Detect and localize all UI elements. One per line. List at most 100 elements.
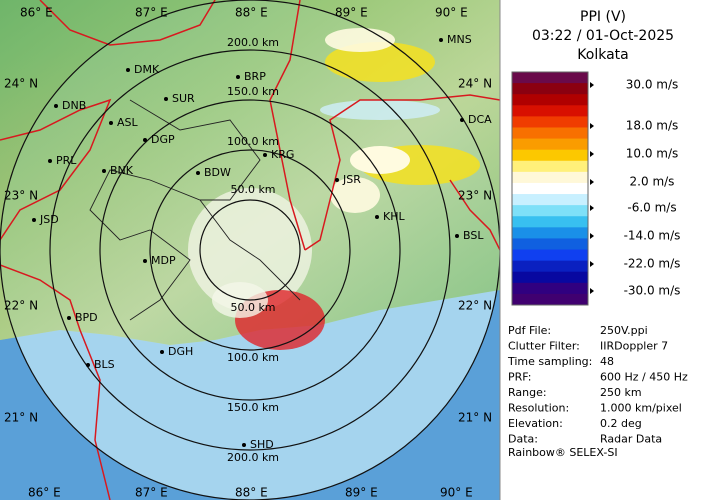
- city-dot: [439, 38, 443, 42]
- city-dot: [67, 316, 71, 320]
- latitude-label: 23° N: [4, 189, 38, 203]
- city-label: MDP: [151, 254, 176, 267]
- range-label: 100.0 km: [227, 351, 279, 364]
- info-value: 250 km: [600, 386, 642, 399]
- longitude-label: 90° E: [435, 6, 468, 20]
- colorbar-segment: [512, 149, 588, 162]
- colorbar-segment: [512, 182, 588, 195]
- colorbar-segment: [512, 216, 588, 228]
- latitude-label: 24° N: [4, 77, 38, 91]
- info-value: 0.2 deg: [600, 417, 642, 430]
- latitude-label: 24° N: [458, 77, 492, 91]
- latitude-label: 22° N: [458, 299, 492, 313]
- city-dot: [460, 118, 464, 122]
- city-dot: [54, 104, 58, 108]
- scale-arrow: [590, 288, 594, 294]
- city-label: SUR: [172, 92, 195, 105]
- range-label: 150.0 km: [227, 85, 279, 98]
- info-label: PRF:: [508, 371, 531, 384]
- colorbar-segment: [512, 227, 588, 239]
- colorbar-segment: [512, 160, 588, 173]
- longitude-label: 88° E: [235, 486, 268, 500]
- panel-title: PPI (V): [580, 9, 626, 25]
- colorbar-segment: [512, 127, 588, 140]
- colorbar-segment: [512, 249, 588, 262]
- city-dot: [143, 138, 147, 142]
- range-label: 200.0 km: [227, 36, 279, 49]
- colorbar-frame: [511, 71, 589, 306]
- info-label: Clutter Filter:: [508, 340, 580, 353]
- scale-arrow: [590, 261, 594, 267]
- colorbar-segment: [512, 205, 588, 217]
- longitude-label: 86° E: [20, 6, 53, 20]
- info-value: 600 Hz / 450 Hz: [600, 371, 688, 384]
- city-label: BNK: [110, 164, 134, 177]
- colorbar-segment: [512, 116, 588, 128]
- city-dot: [455, 234, 459, 238]
- scale-label: 30.0 m/s: [626, 78, 679, 92]
- city-label: ASL: [117, 116, 139, 129]
- city-dot: [86, 363, 90, 367]
- colorbar-segment: [512, 138, 588, 151]
- city-dot: [196, 171, 200, 175]
- city-label: DGP: [151, 133, 175, 146]
- colorbar-segment: [512, 238, 588, 251]
- latitude-label: 23° N: [458, 189, 492, 203]
- panel-time: 03:22 / 01-Oct-2025: [532, 28, 674, 44]
- scale-arrow: [590, 123, 594, 129]
- city-label: BSL: [463, 229, 484, 242]
- scale-arrow: [590, 151, 594, 157]
- city-dot: [263, 153, 267, 157]
- latitude-label: 22° N: [4, 299, 38, 313]
- scale-label: -6.0 m/s: [627, 201, 676, 215]
- info-label: Pdf File:: [508, 324, 551, 337]
- city-dot: [102, 169, 106, 173]
- info-label: Resolution:: [508, 402, 569, 415]
- velocity-colorbar: [511, 71, 589, 306]
- info-value: Radar Data: [600, 433, 662, 446]
- city-label: DMK: [134, 63, 160, 76]
- colorbar-segment: [512, 72, 588, 84]
- longitude-label: 87° E: [135, 486, 168, 500]
- scale-arrow: [590, 82, 594, 88]
- info-value: 1.000 km/pixel: [600, 402, 682, 415]
- scale-label: 18.0 m/s: [626, 119, 679, 133]
- latitude-label: 21° N: [458, 411, 492, 425]
- longitude-label: 86° E: [28, 486, 61, 500]
- info-label: Time sampling:: [507, 355, 592, 368]
- city-label: MNS: [447, 33, 472, 46]
- city-label: BRP: [244, 70, 266, 83]
- city-label: KRG: [271, 148, 294, 161]
- colorbar-segment: [512, 271, 588, 284]
- info-value: IIRDoppler 7: [600, 340, 668, 353]
- longitude-label: 89° E: [335, 6, 368, 20]
- panel-station: Kolkata: [577, 47, 628, 63]
- footer: Rainbow® SELEX-SI: [508, 446, 618, 459]
- range-label: 200.0 km: [227, 451, 279, 464]
- colorbar-segment: [512, 83, 588, 95]
- scale-arrow: [590, 205, 594, 211]
- city-dot: [126, 68, 130, 72]
- range-label: 50.0 km: [230, 183, 275, 196]
- city-dot: [375, 215, 379, 219]
- info-label: Elevation:: [508, 417, 563, 430]
- city-label: BDW: [204, 166, 231, 179]
- city-label: JSD: [39, 213, 59, 226]
- city-label: PRL: [56, 154, 77, 167]
- colorbar-segment: [512, 105, 588, 117]
- city-label: KHL: [383, 210, 405, 223]
- city-dot: [236, 75, 240, 79]
- city-label: DCA: [468, 113, 492, 126]
- scale-label: -22.0 m/s: [624, 257, 681, 271]
- city-dot: [242, 443, 246, 447]
- info-label: Range:: [508, 386, 547, 399]
- range-label: 150.0 km: [227, 401, 279, 414]
- longitude-label: 87° E: [135, 6, 168, 20]
- colorbar-segment: [512, 282, 588, 295]
- city-dot: [143, 259, 147, 263]
- colorbar-segment: [512, 293, 588, 306]
- scale-arrow: [590, 233, 594, 239]
- map: [0, 0, 500, 500]
- range-label: 100.0 km: [227, 135, 279, 148]
